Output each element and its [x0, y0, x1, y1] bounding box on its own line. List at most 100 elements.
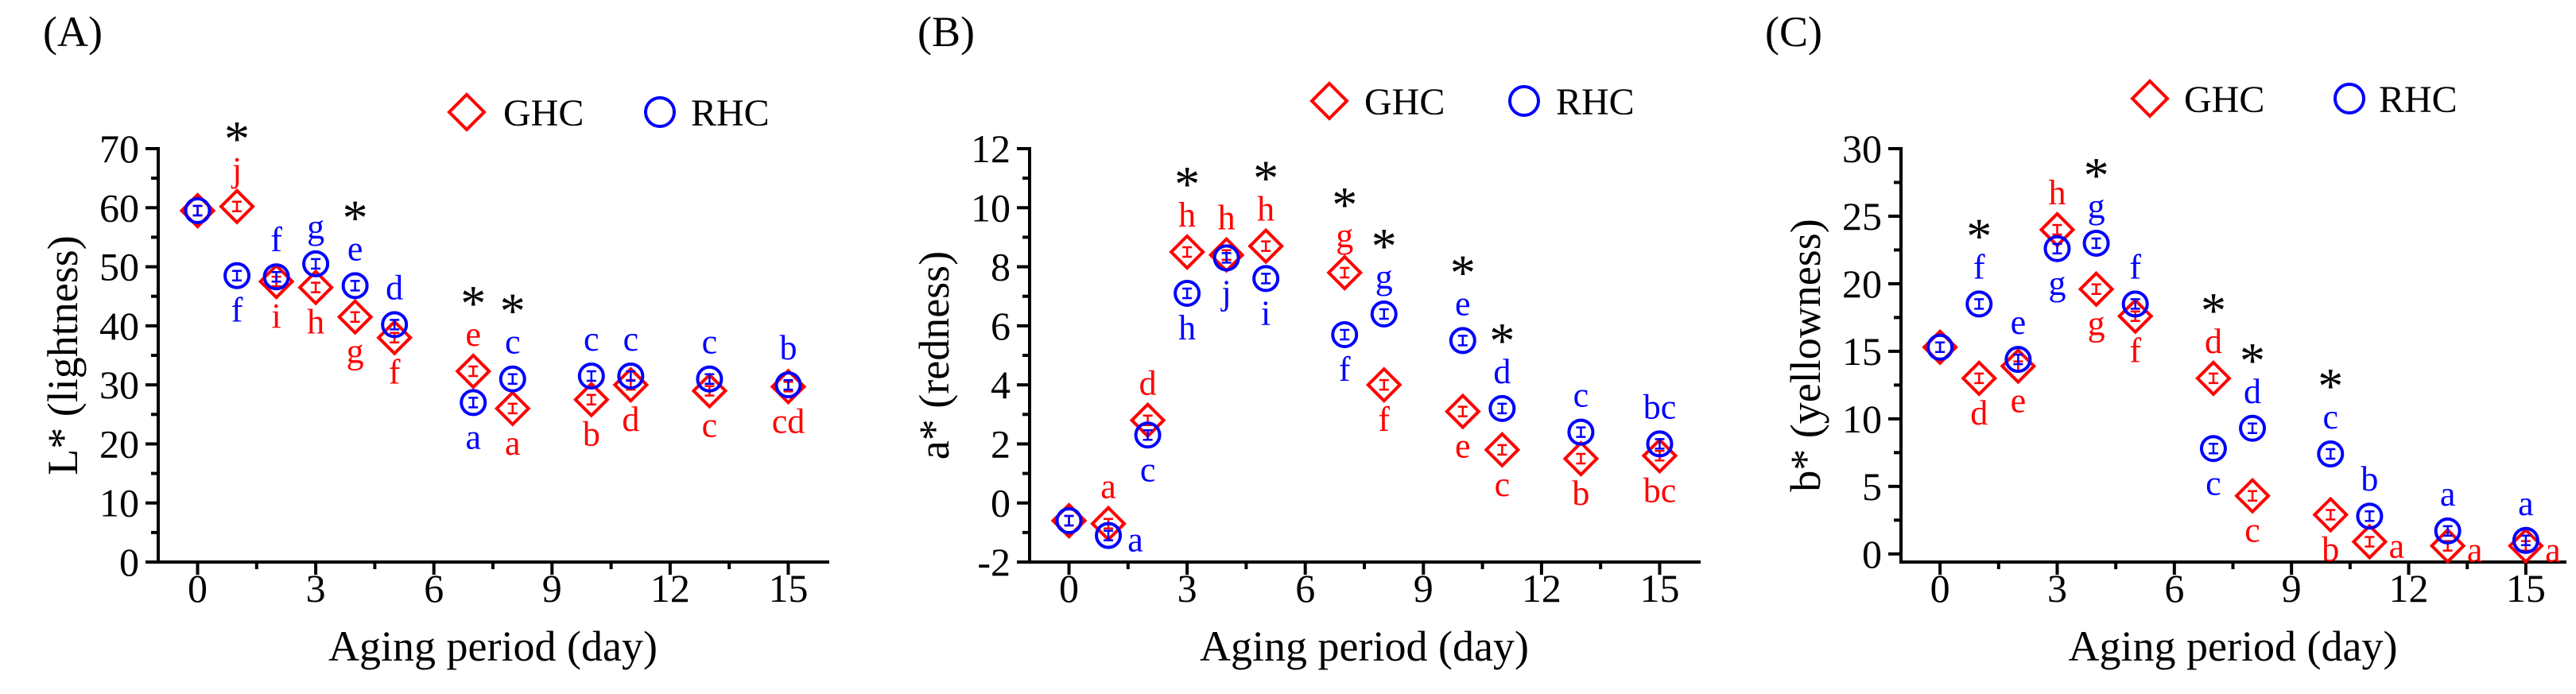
panel-c-rhc-error-bar	[1935, 341, 1946, 354]
panel-a-ghc-error-bar	[311, 281, 321, 293]
panel-c-label: (C)	[1765, 8, 1822, 56]
panel-b-ghc-error-bar	[1261, 240, 1271, 252]
panel-a-rhc-point	[262, 263, 290, 291]
panel-c-ghc-error-bar	[2326, 509, 2336, 521]
panel-a-y-tick-label: 70	[99, 126, 139, 171]
panel-c-ghc-error-bar	[2052, 223, 2062, 236]
panel-b-rhc-letter: bc	[1643, 387, 1677, 426]
panel-c-rhc-letter: f	[2129, 247, 2141, 286]
panel-a-x-tick-label: 6	[424, 566, 444, 611]
panel-c-x-tick-label: 12	[2389, 566, 2429, 611]
panel-b-y-axis-label: a* (redness)	[910, 251, 958, 459]
panel-a-x-tick-label: 0	[188, 566, 208, 611]
panel-c-asterisk-day-4: *	[2084, 147, 2109, 204]
panel-a-y-tick-label: 30	[99, 363, 139, 407]
panel-a-ghc-point	[219, 188, 255, 225]
panel-c-ghc-letter: a	[2545, 531, 2561, 570]
panel-b-rhc-letter: c	[1140, 450, 1156, 489]
panel-a-x-tick-label: 12	[650, 566, 690, 611]
panel-b-ghc-letter: f	[1378, 400, 1390, 439]
panel-c-ghc-point	[2351, 523, 2388, 560]
panel-b-ghc-letter: bc	[1643, 471, 1677, 510]
panel-b-asterisk-day-5: *	[1253, 150, 1278, 207]
panel-c-data-points	[1922, 211, 2544, 564]
panel-c-asterisk-day-10: *	[2318, 358, 2343, 414]
panel-a-legend-ghc-diamond-icon	[447, 92, 487, 132]
panel-b-ghc-letter: e	[1455, 427, 1471, 466]
panel-c-rhc-point	[1926, 333, 1954, 361]
panel-b-rhc-error-bar	[1379, 308, 1389, 320]
panel-b-rhc-error-bar	[1182, 287, 1193, 300]
panel-b-rhc-error-bar	[1143, 429, 1153, 441]
panel-c-y-tick-label: 25	[1842, 194, 1882, 238]
panel-c-rhc-error-bar	[2326, 448, 2336, 460]
panel-c-ghc-letter: c	[2244, 511, 2260, 550]
panel-a-asterisk-day-8: *	[500, 283, 526, 339]
panel-b-rhc-error-bar	[1655, 438, 1665, 450]
panel-b-ghc-error-bar	[1497, 444, 1507, 456]
panel-a-ghc-error-bar	[468, 365, 479, 378]
panel-b-ghc-letter: a	[1100, 467, 1116, 506]
panel-c-ghc-error-bar	[2091, 283, 2101, 295]
panel-b-rhc-point	[1212, 244, 1240, 272]
panel-b-x-tick-label: 12	[1522, 566, 1562, 611]
panel-c-legend-rhc-label: RHC	[2379, 79, 2458, 121]
panel-c-rhc-letter: g	[2088, 187, 2105, 226]
panel-c-ghc-letter: e	[2011, 382, 2027, 421]
panel-a-rhc-letter: a	[465, 417, 481, 456]
panel-a-legend: GHC RHC	[447, 92, 770, 134]
panel-a-ghc-point	[455, 353, 492, 390]
panel-a-rhc-error-bar	[704, 373, 715, 385]
panel-a-rhc-error-bar	[586, 370, 596, 382]
panel-b-axes: 0 3 6 9 12 15 -2 0 2 4 6 8 10 12	[971, 126, 1701, 611]
panel-b-rhc-point	[1449, 327, 1476, 355]
panel-b-rhc-letter: j	[1220, 273, 1232, 312]
panel-b-ghc-letter: g	[1336, 216, 1353, 255]
panel-b-x-tick-label: 6	[1295, 566, 1315, 611]
panel-a-legend-rhc-label: RHC	[691, 92, 770, 134]
panel-a-ghc-letter: cd	[772, 401, 805, 440]
panel-b-ghc-letter: b	[1572, 474, 1589, 513]
panel-a-rhc-letter: c	[623, 320, 639, 359]
panel-a-y-tick-label: 60	[99, 185, 139, 230]
panel-c-rhc-letter: b	[2361, 459, 2378, 498]
panel-b-ghc-error-bar	[1457, 405, 1468, 417]
panel-b-data-points	[1050, 227, 1678, 549]
panel-c-y-tick-label: 5	[1862, 464, 1882, 509]
panel-c-ghc-letter: d	[1970, 394, 1988, 432]
panel-a-ghc-letter: b	[583, 415, 600, 454]
panel-b-legend: GHC RHC	[1309, 81, 1635, 123]
panel-a-ghc-point	[572, 381, 610, 418]
panel-a-rhc-point	[223, 262, 251, 289]
panel-b-rhc-error-bar	[1457, 335, 1468, 347]
panel-b-ghc-letter: h	[1218, 199, 1236, 238]
panel-c-x-tick-label: 0	[1930, 566, 1950, 611]
panel-c-rhc-point	[2434, 517, 2462, 545]
panel-c-ghc-letter: g	[2088, 304, 2105, 343]
panel-a-ghc-letter: e	[465, 315, 481, 354]
panel-b-ghc-error-bar	[1340, 266, 1350, 279]
panel-a: (A) 0 3 6 9 12 15 0 10 20 30 40 50 60 70 Aging period (…	[39, 8, 829, 670]
panel-a-rhc-letter: c	[505, 323, 521, 362]
panel-b-rhc-error-bar	[1104, 529, 1114, 541]
panel-a-rhc-point	[381, 311, 409, 339]
panel-c-rhc-error-bar	[2091, 237, 2101, 250]
panel-c-y-tick-label: 10	[1842, 397, 1882, 441]
panel-a-significance-marks: *** *	[224, 110, 526, 339]
panel-c-y-tick-label: 15	[1842, 329, 1882, 374]
panel-a-ghc-letter: g	[347, 332, 364, 371]
panel-b-label: (B)	[918, 8, 975, 56]
panel-b-rhc-point	[1055, 507, 1083, 534]
panel-b-significance-marks: * * ** **	[1174, 150, 1515, 369]
panel-a-ghc-error-bar	[232, 200, 242, 213]
panel-c-ghc-letter: h	[2048, 173, 2066, 212]
panel-c-legend-ghc-diamond-icon	[2130, 79, 2170, 118]
panel-b-x-tick-label: 0	[1059, 566, 1079, 611]
panel-c-rhc-letter: g	[2048, 264, 2066, 303]
panel-c-rhc-error-bar	[2365, 510, 2375, 522]
panel-c-ghc-error-bar	[2365, 536, 2375, 548]
panel-b-legend-ghc-label: GHC	[1364, 81, 1445, 123]
panel-c: (C) 0 3 6 9 12 15 0 5 10 15 20 25 30 Aging period (day…	[1765, 8, 2566, 670]
